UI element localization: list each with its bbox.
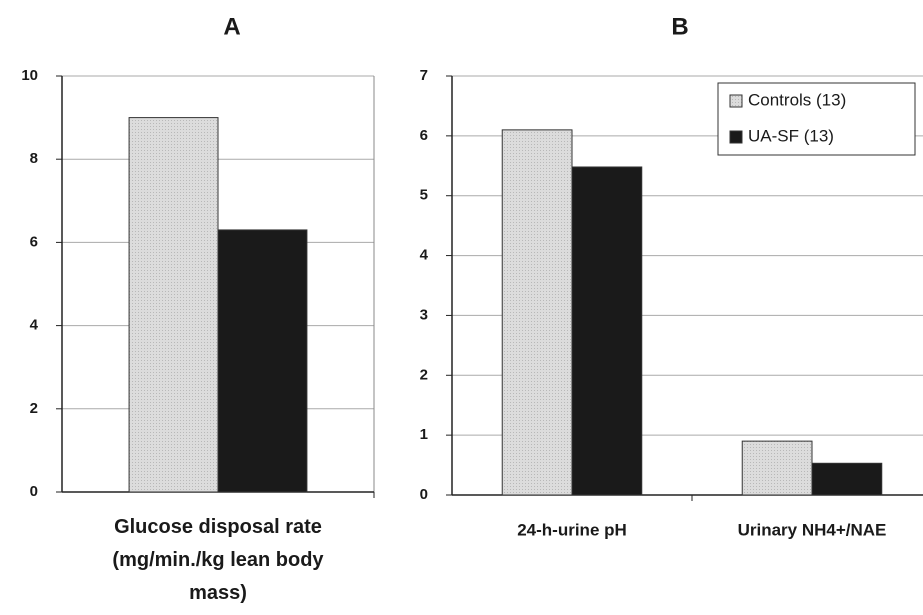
y-tick-label: 5 xyxy=(420,187,428,204)
x-tick-label: 24-h-urine pH xyxy=(517,520,627,539)
bar xyxy=(128,117,219,493)
bar xyxy=(571,166,643,496)
y-tick-label: 4 xyxy=(420,247,429,264)
y-tick-label: 8 xyxy=(30,150,38,167)
x-tick-label: Glucose disposal rate (mg/min./kg lean bo… xyxy=(112,516,324,604)
y-tick-label: 0 xyxy=(420,486,428,503)
legend: Controls (13) UA-SF (13) xyxy=(717,82,916,156)
bar xyxy=(217,229,308,493)
bar xyxy=(741,440,813,496)
label-line: mass) xyxy=(189,582,247,604)
y-tick-label: 4 xyxy=(30,317,39,334)
legend-label: Controls (13) xyxy=(748,90,846,109)
label-line: Glucose disposal rate xyxy=(114,516,322,538)
y-tick-label: 6 xyxy=(420,127,428,144)
y-tick-label: 2 xyxy=(420,366,428,383)
y-tick-label: 1 xyxy=(420,426,428,443)
y-tick-label: 7 xyxy=(420,67,428,84)
chart: A 0 2 4 6 8 10 Glucose disposal rate (mg/min./kg… xyxy=(21,13,375,604)
label-line: (mg/min./kg lean body xyxy=(112,549,324,571)
legend-swatch xyxy=(729,94,743,108)
legend-label: UA-SF (13) xyxy=(748,126,834,145)
chart: B 0 1 2 3 4 5 6 7 24-h-urine pH Urinary NH4+/NAE Co… xyxy=(420,13,923,539)
bar xyxy=(501,129,573,496)
chart-title: A xyxy=(223,13,240,40)
bar xyxy=(811,462,883,496)
y-tick-label: 2 xyxy=(30,400,38,417)
legend-swatch xyxy=(729,130,743,144)
y-tick-label: 3 xyxy=(420,306,428,323)
x-tick-label: Urinary NH4+/NAE xyxy=(738,520,887,539)
y-tick-label: 6 xyxy=(30,233,38,250)
y-tick-label: 10 xyxy=(21,67,38,84)
y-tick-label: 0 xyxy=(30,483,38,500)
legend-box xyxy=(717,82,916,156)
chart-title: B xyxy=(671,13,688,40)
